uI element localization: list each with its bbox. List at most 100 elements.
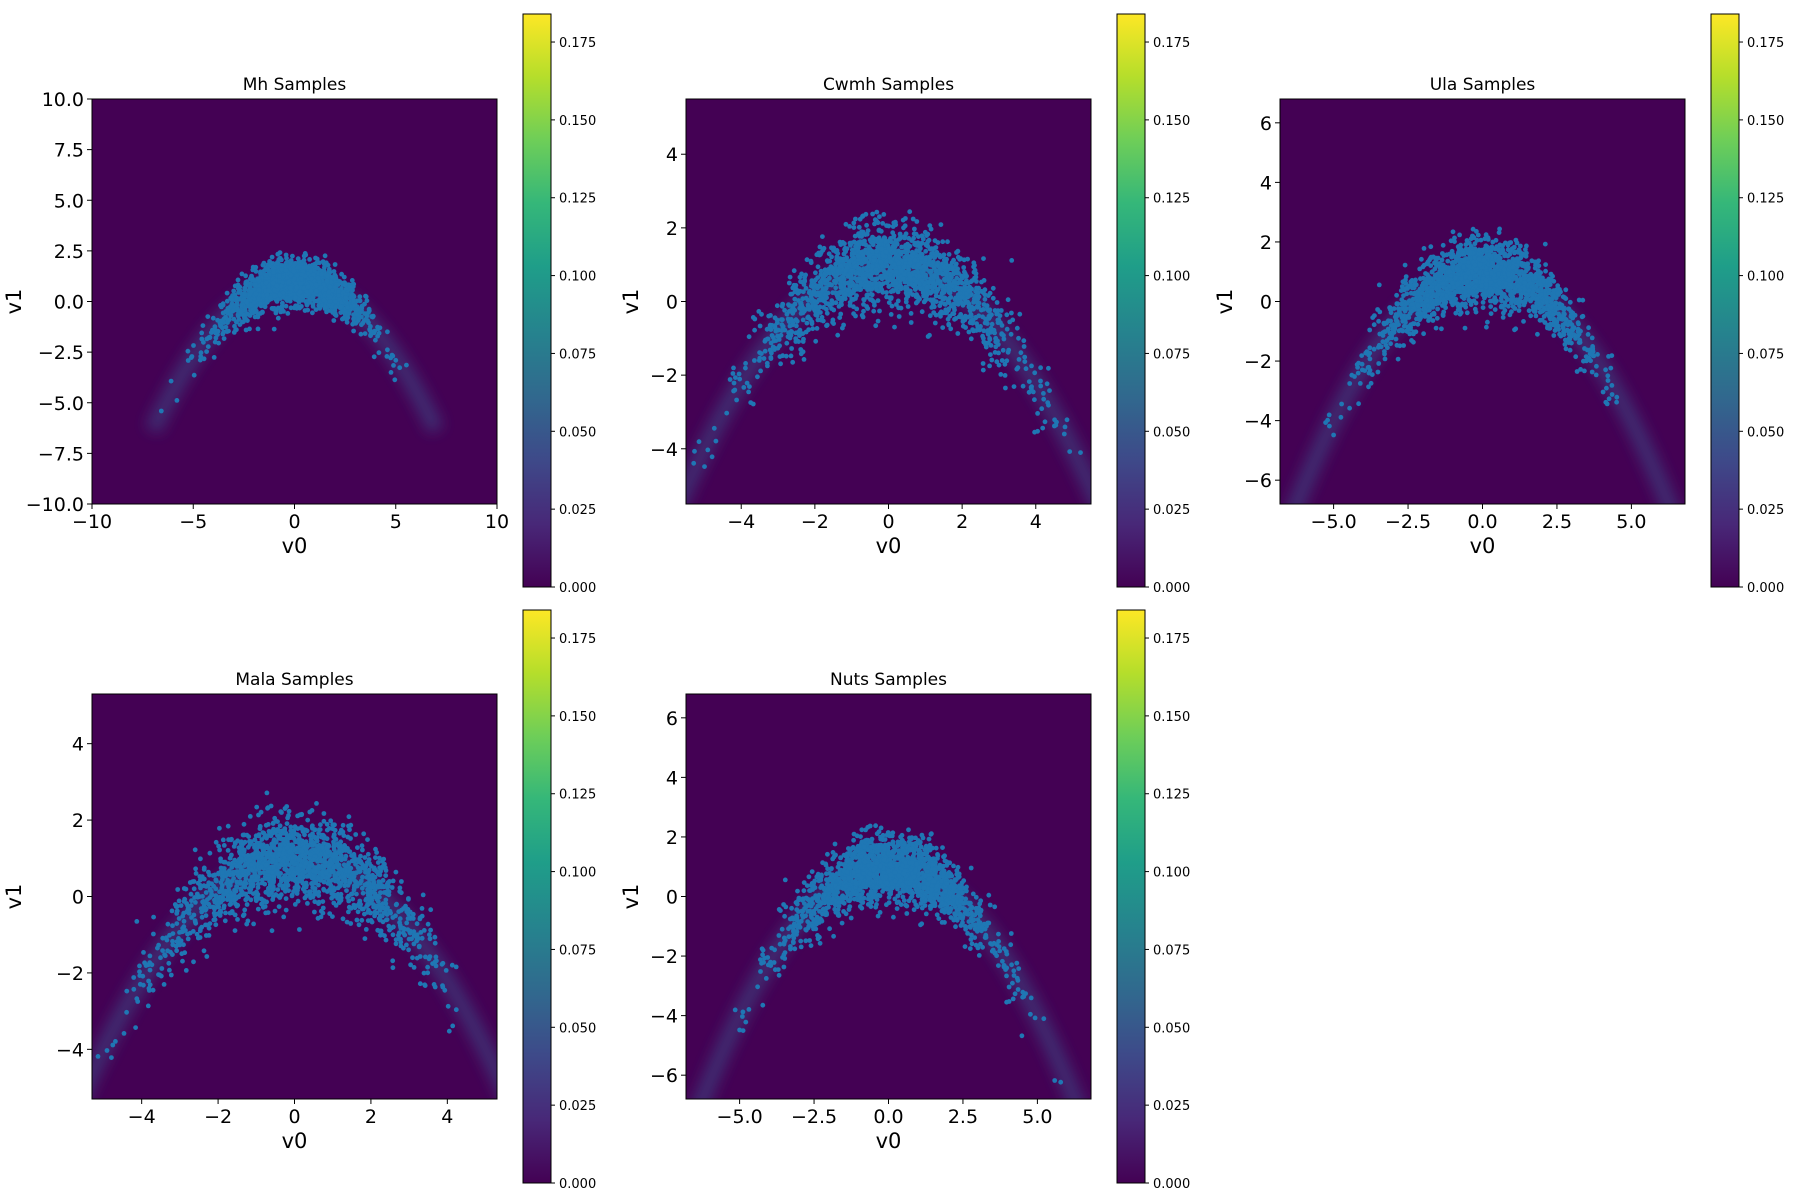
sample-point: [779, 303, 785, 309]
sample-point: [834, 293, 840, 299]
sample-point: [1001, 336, 1007, 342]
sample-point: [301, 265, 307, 270]
sample-point: [923, 242, 929, 248]
sample-point: [870, 264, 875, 270]
sample-point: [1395, 356, 1401, 362]
sample-point: [1367, 327, 1373, 333]
sample-point: [221, 336, 227, 341]
sample-point: [869, 292, 875, 298]
sample-point: [841, 251, 847, 257]
sample-point: [826, 251, 832, 257]
sample-point: [954, 267, 960, 273]
sample-point: [888, 312, 894, 317]
sample-point: [255, 326, 261, 332]
colorbar-tick-label: 0.150: [559, 114, 596, 129]
sample-point: [925, 334, 931, 339]
sample-point: [283, 303, 289, 309]
sample-point: [914, 279, 919, 284]
sample-point: [985, 308, 991, 313]
sample-point: [801, 357, 807, 362]
sample-point: [864, 294, 870, 300]
sample-point: [943, 307, 949, 313]
sample-point: [741, 385, 747, 390]
sample-point: [840, 274, 846, 280]
sample-point: [910, 292, 916, 297]
sample-point: [236, 286, 242, 292]
sample-point: [229, 297, 235, 303]
sample-point: [1537, 317, 1543, 323]
sample-point: [279, 306, 285, 312]
sample-point: [234, 302, 240, 308]
sample-point: [1421, 246, 1427, 251]
sample-point: [1433, 325, 1439, 331]
y-tick-label: 5.0: [54, 190, 84, 212]
sample-point: [1032, 397, 1037, 403]
sample-point: [1005, 297, 1011, 303]
sample-point: [860, 252, 866, 258]
sample-point: [747, 384, 752, 389]
sample-point: [275, 251, 281, 257]
sample-point: [1563, 287, 1569, 293]
sample-point: [329, 275, 335, 280]
sample-point: [876, 241, 882, 247]
sample-point: [312, 263, 318, 268]
sample-point: [1435, 306, 1440, 312]
sample-point: [858, 280, 863, 285]
sample-point: [215, 317, 221, 323]
sample-point: [896, 314, 902, 319]
sample-point: [296, 304, 302, 310]
sample-point: [1510, 304, 1516, 309]
sample-point: [898, 305, 904, 311]
colorbar-tick-label: 0.025: [559, 503, 596, 518]
sample-point: [999, 358, 1005, 363]
sample-point: [746, 334, 752, 340]
colorbar-tick-label: 0.000: [559, 581, 596, 596]
sample-point: [705, 447, 711, 453]
sample-point: [973, 315, 978, 320]
sample-point: [1385, 345, 1390, 351]
sample-point: [890, 288, 896, 293]
sample-point: [309, 276, 314, 282]
sample-point: [1347, 405, 1352, 411]
colorbar-tick-label: 0.075: [559, 347, 596, 362]
sample-point: [831, 321, 836, 326]
sample-point: [345, 305, 350, 310]
sample-point: [253, 269, 259, 274]
sample-point: [780, 324, 786, 329]
sample-point: [908, 320, 914, 325]
sample-point: [1589, 369, 1595, 375]
sample-point: [1463, 242, 1469, 248]
sample-point: [820, 234, 825, 240]
colorbar-tick-label: 0.125: [1153, 192, 1190, 207]
sample-point: [980, 367, 986, 373]
sample-point: [327, 299, 333, 304]
sample-point: [1475, 232, 1481, 238]
sample-point: [743, 361, 748, 366]
sample-point: [1400, 279, 1406, 285]
sample-point: [981, 328, 987, 334]
sample-point: [954, 250, 959, 255]
sample-point: [293, 295, 298, 301]
sample-point: [882, 238, 888, 244]
sample-point: [904, 247, 910, 253]
sample-point: [792, 296, 798, 302]
sample-point: [243, 281, 249, 287]
sample-point: [848, 243, 853, 248]
sample-point: [842, 291, 848, 297]
sample-point: [1576, 297, 1582, 303]
x-tick-label: 0: [288, 511, 300, 533]
sample-point: [185, 348, 191, 354]
sample-point: [784, 340, 790, 346]
sample-point: [216, 340, 222, 346]
sample-point: [235, 282, 241, 288]
sample-point: [1359, 367, 1365, 373]
sample-point: [989, 357, 995, 363]
sample-point: [910, 216, 916, 222]
sample-point: [933, 293, 939, 299]
colorbar-tick-label: 0.100: [1153, 270, 1190, 285]
sample-point: [830, 267, 836, 272]
colorbar-gradient: [1116, 13, 1146, 588]
sample-point: [343, 295, 349, 301]
sample-point: [786, 309, 792, 314]
sample-point: [800, 317, 806, 323]
